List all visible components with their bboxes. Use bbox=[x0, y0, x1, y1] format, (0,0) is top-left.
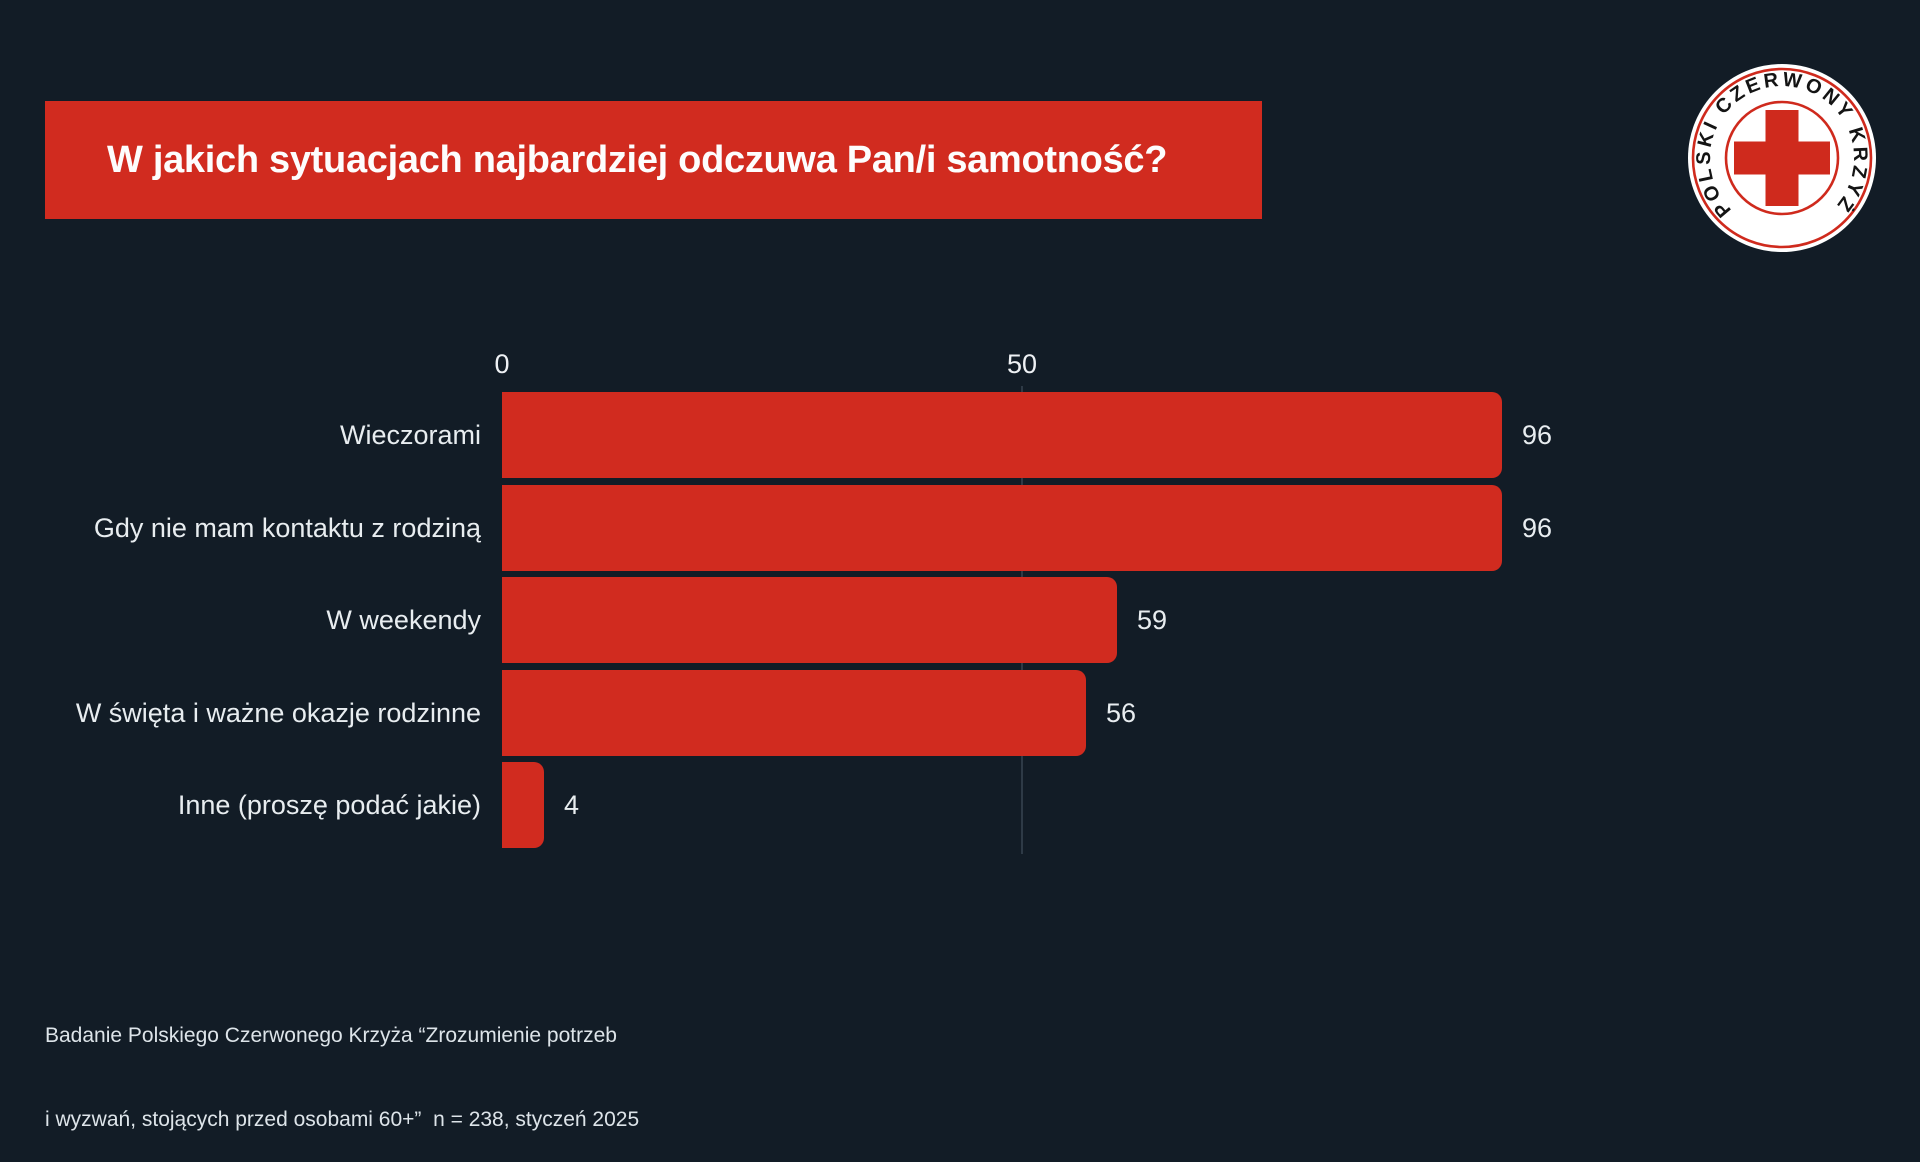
value-label: 96 bbox=[1522, 512, 1553, 543]
category-label: Inne (proszę podać jakie) bbox=[177, 789, 481, 820]
value-label: 96 bbox=[1522, 419, 1553, 450]
title-banner: W jakich sytuacjach najbardziej odczuwa … bbox=[45, 101, 1262, 219]
value-label: 56 bbox=[1106, 697, 1137, 728]
value-label: 59 bbox=[1137, 604, 1168, 635]
x-tick-0: 0 bbox=[494, 349, 510, 379]
bar-wieczorami bbox=[502, 392, 1502, 478]
category-label: W weekendy bbox=[326, 604, 481, 635]
bar-w-weekendy bbox=[502, 577, 1117, 663]
bar-row: W weekendy 59 bbox=[0, 577, 1920, 663]
bar-gdy-nie-mam-kontaktu bbox=[502, 485, 1502, 571]
bar-row: W święta i ważne okazje rodzinne 56 bbox=[0, 670, 1920, 756]
source-note-line2: i wyzwań, stojących przed osobami 60+” n… bbox=[45, 1108, 640, 1131]
bar-inne bbox=[502, 762, 544, 848]
logo-outer-ring bbox=[1691, 67, 1873, 249]
category-label: Wieczorami bbox=[339, 419, 481, 450]
polski-czerwony-krzyz-logo: POLSKI CZERWONY KRZYŻ bbox=[1688, 64, 1876, 252]
logo-inner-ring bbox=[1724, 100, 1840, 216]
bar-row: Inne (proszę podać jakie) 4 bbox=[0, 762, 1920, 848]
bar-row: Gdy nie mam kontaktu z rodziną 96 bbox=[0, 485, 1920, 571]
value-label: 4 bbox=[564, 789, 580, 820]
source-note-line1: Badanie Polskiego Czerwonego Krzyża “Zro… bbox=[45, 1024, 617, 1047]
bar-chart: 0 50 Wieczorami 96 Gdy nie mam kontaktu … bbox=[0, 349, 1920, 854]
chart-title: W jakich sytuacjach najbardziej odczuwa … bbox=[107, 138, 1168, 181]
source-note: Badanie Polskiego Czerwonego Krzyża “Zro… bbox=[45, 966, 639, 1162]
red-cross-icon bbox=[1734, 110, 1830, 206]
bar-w-swieta bbox=[502, 670, 1086, 756]
category-label: Gdy nie mam kontaktu z rodziną bbox=[93, 512, 481, 543]
bar-row: Wieczorami 96 bbox=[0, 392, 1920, 478]
category-label: W święta i ważne okazje rodzinne bbox=[75, 697, 481, 728]
x-tick-50: 50 bbox=[1006, 349, 1038, 379]
